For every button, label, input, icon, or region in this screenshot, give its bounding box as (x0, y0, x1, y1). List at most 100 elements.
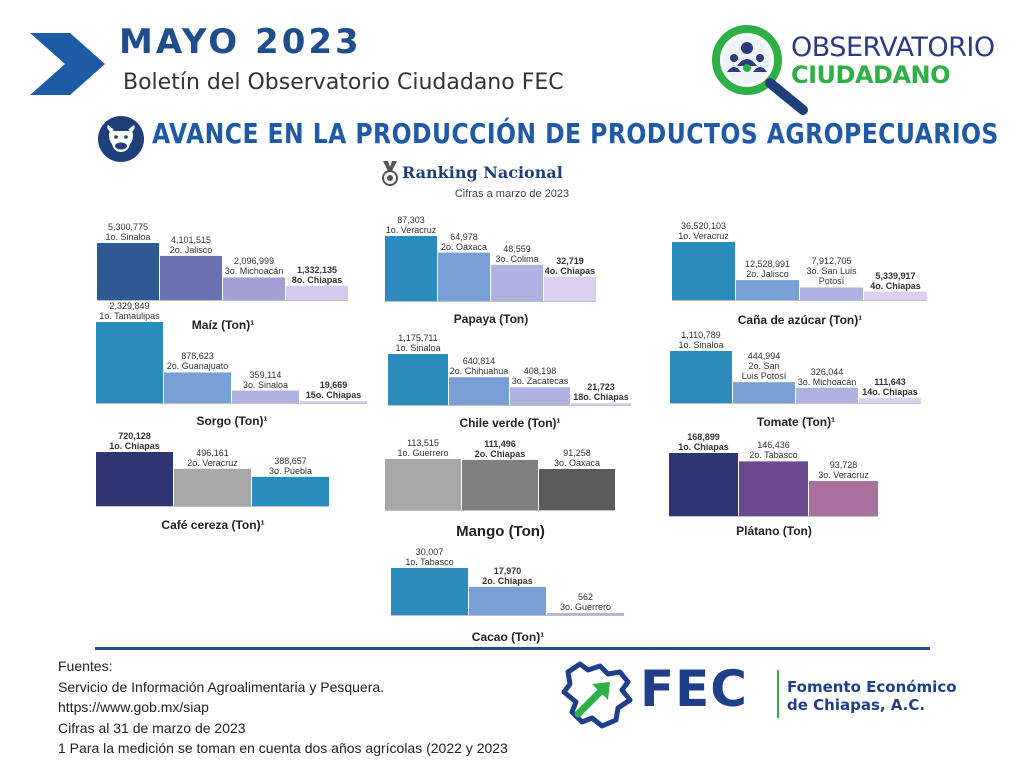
footer-divider (95, 647, 930, 650)
value-label-cafe-0: 720,128 (118, 431, 151, 441)
bar-label-tomate-2: 326,044 3o. Michoacán (798, 367, 857, 387)
value-label-mango-0: 113,515 (407, 438, 439, 448)
bar-platano-0 (669, 453, 738, 516)
bar-label-papaya-3: 32,719 4o. Chiapas (545, 256, 596, 276)
chart-title-chile: Chile verde (Ton)¹ (459, 416, 561, 430)
bar-maiz-1 (160, 255, 222, 300)
chart-mango: 113,515 1o. Guerrero 111,496 2o. Chiapas 91,… (385, 420, 615, 540)
value-label-sorgo-2: 359,114 (249, 369, 282, 380)
value-label-cana-3: 5,339,917 (875, 270, 916, 281)
category-label-mango-0: 1o. Guerrero (397, 448, 449, 458)
bar-label-sorgo-2: 359,114 3o. Sinaloa (243, 370, 288, 390)
value-label-chile-0: 1,175,711 (398, 333, 438, 343)
bar-label-maiz-0: 5,300,775 1o. Sinaloa (105, 222, 150, 242)
category-label-papaya-2: 3o. Colima (495, 253, 539, 264)
category-label-maiz-3: 8o. Chiapas (291, 274, 343, 285)
bar-label-cana-1: 12,528,991 2o. Jalisco (745, 259, 790, 279)
bar-tomate-3 (859, 397, 921, 403)
chart-sorgo: 2,329,849 1o. Tamaulipas 878,623 2o. Guanaj… (96, 301, 367, 428)
value-label-cana-0: 36,520,103 (680, 221, 727, 231)
bar-label-maiz-3: 1,332,135 8o. Chiapas (292, 265, 343, 285)
chart-title-cacao: Cacao (Ton)¹ (471, 630, 545, 644)
value-label-papaya-3: 32,719 (556, 255, 584, 266)
chart-maiz-bars (97, 243, 348, 301)
bar-platano-1 (739, 461, 808, 516)
value-label-cana-1: 12,528,991 (744, 259, 791, 270)
chart-tomate: 1,110,789 1o. Sinaloa 444,994 2o. San Luis P… (670, 305, 921, 429)
category-label-sorgo-1: 2o. Guanajuato (166, 361, 229, 372)
bar-label-tomate-0: 1,110,789 1o. Sinaloa (678, 330, 723, 350)
chart-platano-bars (669, 453, 878, 517)
bar-cafe-0 (96, 452, 173, 506)
category-label-chile-0: 1o. Sinaloa (395, 343, 441, 353)
bar-label-chile-0: 1,175,711 1o. Sinaloa (395, 333, 440, 353)
value-label-chile-3: 21,723 (587, 382, 615, 392)
bar-chile-3 (571, 403, 631, 405)
category-label-cacao-2: 3o. Guerrero (559, 602, 612, 612)
bar-cafe-2 (252, 476, 329, 506)
chart-cana-bars (672, 242, 927, 301)
category-label-tomate-0: 1o. Sinaloa (678, 340, 724, 350)
fec-logo-divider (777, 670, 779, 718)
chart-papaya-bars (385, 236, 596, 302)
fec-name-line2: de Chiapas, A.C. (787, 696, 926, 714)
value-label-maiz-2: 2,096,999 (233, 256, 275, 267)
value-label-cacao-2: 562 (577, 592, 594, 602)
sources-footnote: 1 Para la medición se toman en cuenta do… (58, 740, 508, 756)
chart-cafe: 720,128 1o. Chiapas 496,161 2o. Veracruz 388… (96, 420, 331, 532)
medal-icon (382, 161, 398, 186)
value-label-platano-0: 168,899 (687, 432, 720, 442)
sources-block: Fuentes: Servicio de Información Agroali… (58, 656, 508, 759)
cow-icon (98, 116, 144, 162)
category-label-mango-2: 3o. Oaxaca (553, 457, 601, 468)
bar-tomate-2 (796, 387, 858, 403)
category-label-sorgo-0: 1o. Tamaulipas (99, 311, 160, 321)
chart-title-platano: Plátano (Ton) (736, 524, 812, 538)
bar-label-chile-1: 640,814 2o. Chihuahua (450, 356, 509, 376)
value-label-chile-2: 408,198 (523, 366, 557, 377)
main-title: AVANCE EN LA PRODUCCIÓN DE PRODUCTOS AGR… (152, 117, 999, 150)
bar-label-sorgo-0: 2,329,849 1o. Tamaulipas (99, 301, 159, 321)
bar-sorgo-0 (96, 322, 163, 403)
category-label-platano-2: 3o. Veracruz (818, 470, 869, 481)
category-label-chile-3: 18o. Chiapas (573, 392, 629, 402)
ranking-heading: Ranking Nacional (380, 161, 563, 187)
bar-label-maiz-1: 4,101,515 2o. Jalisco (170, 235, 213, 255)
bar-label-tomate-3: 111,643 14o. Chiapas (862, 377, 918, 397)
bulletin-month-title: MAYO 2023 (119, 22, 362, 62)
chart-platano: 168,899 1o. Chiapas 146,436 2o. Tabasco 93,7… (669, 420, 878, 538)
sources-link[interactable]: https://www.gob.mx/siap (58, 699, 209, 715)
bar-label-papaya-2: 48,559 3o. Colima (495, 244, 538, 264)
value-label-cacao-0: 30,007 (415, 547, 444, 557)
chart-title-mango: Mango (Ton) (456, 523, 545, 540)
bar-label-cana-3: 5,339,917 4o. Chiapas (870, 271, 921, 291)
bar-label-chile-3: 21,723 18o. Chiapas (573, 382, 629, 402)
value-label-tomate-2: 326,044 (810, 366, 844, 377)
value-label-platano-1: 146,436 (757, 440, 790, 451)
bar-cana-2 (800, 287, 863, 300)
chart-title-tomate: Tomate (Ton)¹ (756, 415, 836, 429)
value-label-papaya-1: 64,978 (450, 231, 478, 242)
category-label-tomate-1: 2o. San (748, 361, 780, 372)
value-label-maiz-0: 5,300,775 (107, 222, 149, 232)
chart-chile: 1,175,711 1o. Sinaloa 640,814 2o. Chihuahua… (388, 310, 632, 430)
bar-papaya-3 (544, 276, 596, 301)
bar-label-cacao-1: 17,970 2o. Chiapas (482, 566, 533, 586)
category-label-sorgo-3: 15o. Chiapas (305, 390, 362, 400)
sources-date: Cifras al 31 de marzo de 2023 (58, 719, 246, 736)
chart-mango-bars (385, 459, 615, 511)
fec-logo-text: FEC (640, 660, 749, 718)
bar-cana-1 (736, 280, 799, 300)
category-label-cafe-1: 2o. Veracruz (187, 457, 238, 468)
sources-line-siap: Servicio de Información Agroalimentaria … (58, 678, 385, 695)
chart-title-papaya: Papaya (Ton) (453, 312, 529, 326)
bar-mango-1 (462, 459, 538, 510)
chart-cana: 36,520,103 1o. Veracruz 12,528,991 2o. Jali… (672, 195, 929, 327)
value-label-papaya-0: 87,303 (397, 215, 425, 225)
category-label-cacao-1: 2o. Chiapas (482, 575, 533, 586)
chiapas-map-arrow-icon (561, 661, 633, 729)
bar-label-platano-1: 146,436 2o. Tabasco (749, 440, 797, 460)
bar-papaya-1 (438, 252, 490, 301)
logo-text-observatorio: OBSERVATORIO (791, 32, 995, 63)
bar-chile-1 (449, 377, 509, 405)
